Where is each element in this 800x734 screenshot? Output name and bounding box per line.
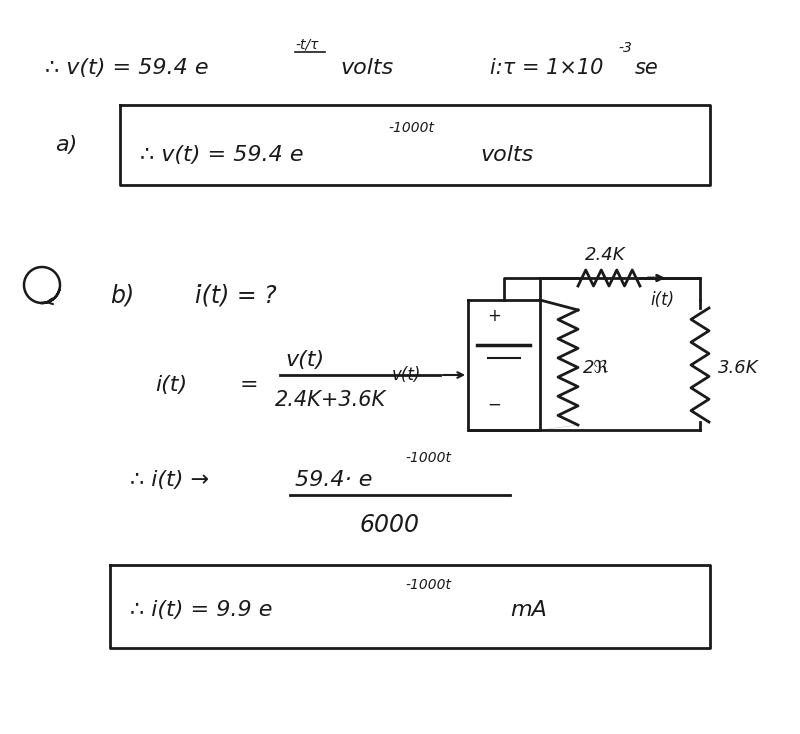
Text: =: =	[240, 375, 258, 395]
Text: a): a)	[55, 135, 78, 155]
Text: volts: volts	[340, 58, 394, 78]
Text: b): b)	[110, 283, 134, 307]
Text: +: +	[487, 307, 501, 325]
Text: -1000t: -1000t	[405, 451, 451, 465]
Text: v(t): v(t)	[285, 350, 324, 370]
Text: i:τ = 1×10: i:τ = 1×10	[490, 58, 603, 78]
Text: -1000t: -1000t	[405, 578, 451, 592]
Text: -1000t: -1000t	[388, 121, 434, 135]
Text: 2ℜ: 2ℜ	[583, 359, 609, 377]
Text: ∴ v(t) = 59.4 e: ∴ v(t) = 59.4 e	[45, 58, 209, 78]
Text: ∴ i(t) = 9.9 e: ∴ i(t) = 9.9 e	[130, 600, 273, 620]
Text: −: −	[487, 396, 501, 414]
Text: ∴ i(t) →: ∴ i(t) →	[130, 470, 209, 490]
Text: v(t): v(t)	[392, 366, 422, 384]
Text: mA: mA	[510, 600, 547, 620]
Text: volts: volts	[480, 145, 534, 165]
Text: i̇(t) = ?: i̇(t) = ?	[195, 283, 277, 307]
Text: 3.6K: 3.6K	[718, 359, 758, 377]
Text: 2.4K+3.6K: 2.4K+3.6K	[275, 390, 386, 410]
Text: se: se	[635, 58, 658, 78]
Text: -3: -3	[618, 41, 632, 55]
Text: i(t): i(t)	[650, 291, 674, 309]
Text: 2.4K: 2.4K	[585, 246, 626, 264]
Text: 59.4· e: 59.4· e	[295, 470, 373, 490]
Text: ∴ v(t) = 59.4 e: ∴ v(t) = 59.4 e	[140, 145, 304, 165]
Text: i(t): i(t)	[155, 375, 187, 395]
Text: 6000: 6000	[360, 513, 420, 537]
Text: -t/τ: -t/τ	[295, 38, 318, 52]
